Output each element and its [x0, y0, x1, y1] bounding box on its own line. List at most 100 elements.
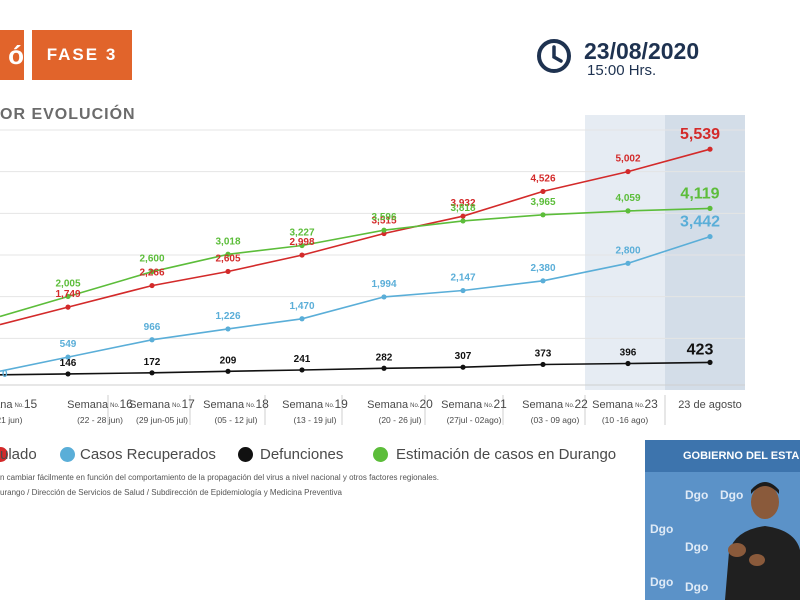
point-acumulado — [540, 188, 546, 195]
phase-badge: FASE 3 — [32, 30, 132, 80]
legend-dot-estimacion — [373, 447, 388, 462]
data-label-estimacion: 3,965 — [530, 197, 555, 208]
legend-recuperados: Casos Recuperados — [80, 446, 216, 463]
point-recuperados — [149, 337, 155, 343]
point-defunciones — [149, 370, 155, 376]
series-line-acumulado — [0, 148, 711, 326]
watermark-logo: Dgo — [685, 580, 709, 594]
data-label-estimacion: 4,059 — [615, 193, 640, 204]
x-tick-sublabel: (03 - 09 ago) — [531, 415, 580, 425]
video-banner: GOBIERNO DEL ESTA — [645, 440, 800, 472]
point-defunciones — [625, 360, 631, 367]
watermark-logo: Dgo — [650, 575, 674, 589]
point-estimacion — [299, 242, 305, 249]
data-label-recuperados: 2,380 — [530, 263, 555, 274]
data-label-recuperados: 549 — [60, 339, 77, 350]
point-estimacion — [149, 269, 155, 275]
point-defunciones — [381, 365, 387, 371]
data-label-defunciones: 209 — [220, 355, 237, 366]
x-tick-label: Semana No.20 — [367, 397, 433, 411]
point-recuperados — [540, 278, 546, 284]
legend-defunciones: Defunciones — [260, 446, 344, 463]
x-tick-sublabel: (05 - 12 jul) — [215, 415, 258, 425]
clock-icon — [537, 39, 571, 73]
data-label-acumulado: 1,749 — [55, 289, 80, 300]
point-estimacion — [381, 227, 387, 233]
series-line-recuperados — [0, 235, 711, 372]
data-label-acumulado: 4,526 — [530, 173, 555, 184]
footnote-source: urango / Dirección de Servicios de Salud… — [0, 488, 342, 497]
watermark-logo: Dgo — [685, 488, 709, 502]
x-tick-label: Semana No.22 — [522, 397, 588, 411]
data-label-acumulado: 3,515 — [371, 216, 396, 227]
data-label-defunciones: 282 — [376, 352, 393, 363]
data-label-defunciones: 423 — [687, 341, 714, 358]
point-acumulado — [65, 304, 71, 310]
point-recuperados — [225, 326, 231, 332]
data-label-acumulado: 2,266 — [139, 268, 164, 279]
data-label-defunciones: 172 — [144, 357, 161, 368]
x-tick-sublabel: (10 -16 ago) — [602, 415, 648, 425]
legend-estimacion: Estimación de casos en Durango — [396, 446, 617, 463]
point-estimacion — [707, 205, 713, 211]
point-recuperados — [65, 354, 71, 360]
point-defunciones — [299, 367, 305, 373]
data-label-recuperados: 2,800 — [615, 245, 640, 256]
legend-dot-recuperados — [60, 447, 75, 462]
x-tick-sublabel: (27jul - 02ago) — [447, 415, 502, 425]
point-estimacion — [540, 212, 546, 218]
data-label-defunciones: 307 — [455, 351, 472, 362]
point-acumulado — [225, 268, 231, 275]
band-current — [665, 115, 745, 390]
x-tick-sublabel: (29 jun-05 jul) — [136, 415, 188, 425]
point-recuperados — [299, 316, 305, 322]
point-defunciones — [65, 371, 71, 377]
x-tick-label: Semana No.17 — [129, 397, 195, 411]
data-label-acumulado: 5,539 — [680, 126, 720, 143]
x-tick-sublabel: -21 jun) — [0, 415, 23, 425]
data-label-defunciones: 241 — [294, 354, 311, 365]
data-label-recuperados: 0 — [2, 369, 8, 380]
legend-acumulado: ulado — [0, 446, 37, 463]
data-label-estimacion: 3,596 — [371, 212, 396, 223]
data-label-estimacion: 3,018 — [215, 236, 240, 247]
point-defunciones — [540, 361, 546, 368]
data-label-defunciones: 146 — [60, 358, 77, 369]
data-label-acumulado: 5,002 — [615, 154, 640, 165]
data-label-estimacion: 3,227 — [289, 228, 314, 239]
data-label-recuperados: 1,994 — [371, 279, 396, 290]
x-tick-label: Semana No.18 — [203, 397, 269, 411]
data-label-recuperados: 1,226 — [215, 311, 240, 322]
data-label-acumulado: 3,932 — [450, 198, 475, 209]
point-estimacion — [625, 208, 631, 214]
point-acumulado — [149, 282, 155, 289]
data-label-estimacion: 2,005 — [55, 278, 80, 289]
data-label-recuperados: 1,470 — [289, 301, 314, 312]
report-time: 15:00 Hrs. — [587, 62, 657, 79]
interpreter-figure — [725, 482, 800, 600]
x-tick-label: 23 de agosto — [678, 399, 742, 411]
data-label-recuperados: 2,147 — [450, 273, 475, 284]
series-line-estimacion — [0, 207, 711, 318]
point-estimacion — [65, 293, 71, 300]
point-defunciones — [460, 364, 466, 370]
data-label-estimacion: 3,818 — [450, 203, 475, 214]
x-tick-sublabel: (13 - 19 jul) — [294, 415, 337, 425]
point-recuperados — [460, 287, 466, 294]
data-label-defunciones: 373 — [535, 348, 552, 359]
point-acumulado — [707, 146, 713, 152]
point-estimacion — [460, 218, 466, 224]
point-acumulado — [625, 168, 631, 175]
evolution-chart: 1,749 2,266 2,605 2,998 3,515 3,932 4,526 5,002… — [0, 115, 745, 425]
logo-fragment: ó — [0, 30, 24, 80]
x-tick-label: Semana No.16 — [67, 397, 133, 411]
x-tick-label: Semana No.23 — [592, 397, 658, 411]
series-line-defunciones — [0, 361, 711, 376]
x-tick-label: Semana No.19 — [282, 397, 348, 411]
sign-language-video: GOBIERNO DEL ESTA Dgo Dgo Dgo Dgo Dgo Dg… — [645, 440, 800, 600]
legend-dot-acumulado — [0, 447, 8, 462]
data-label-recuperados: 3,442 — [680, 214, 720, 231]
data-label-defunciones: 396 — [620, 348, 637, 359]
chart-title: OR EVOLUCIÓN — [0, 106, 136, 123]
point-estimacion — [225, 251, 231, 257]
